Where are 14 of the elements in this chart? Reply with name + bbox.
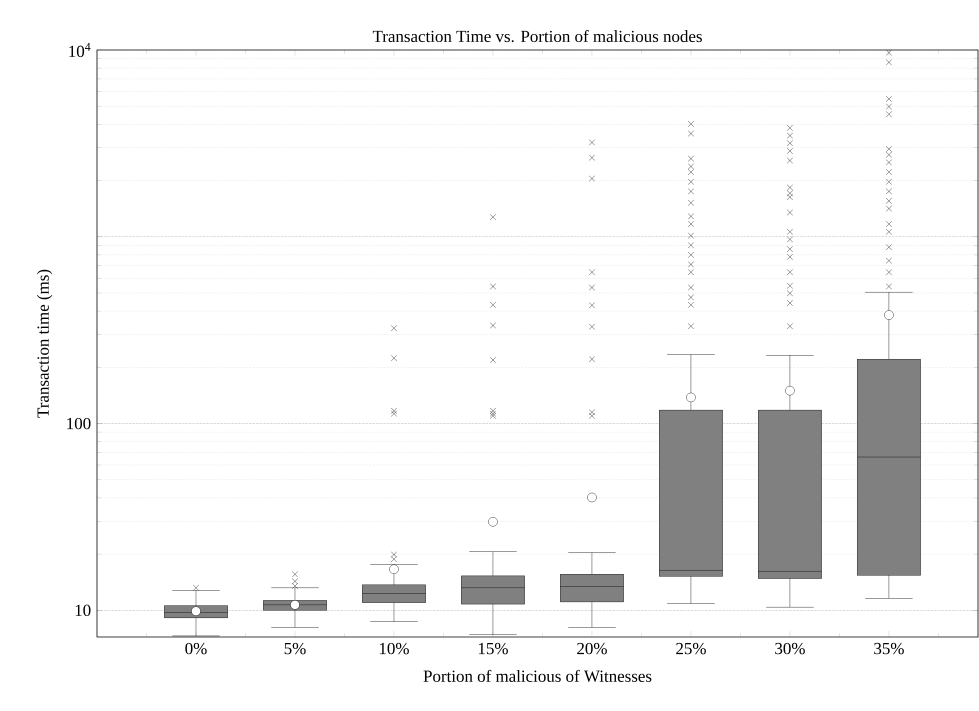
chart-title: Transaction Time vs. Portion of malicious nodes [372,30,702,42]
x-tick-label: 10% [380,642,409,654]
y-axis-title: Transaction time (ms) [36,270,52,418]
x-axis-title: Portion of malicious of Witnesses [424,670,652,682]
x-tick-label: 5% [284,642,306,654]
x-tick-label: 15% [478,642,508,654]
y-tick-label: 10 [76,604,91,616]
x-tick-label: 20% [577,642,607,654]
x-tick-label: 30% [775,642,805,654]
x-tick-label: 35% [874,642,904,654]
y-tick-label: 10$^{4}$ [69,42,90,58]
y-tick-label: 100 [67,418,91,430]
x-tick-label: 25% [676,642,706,654]
x-tick-label: 0% [185,642,207,654]
